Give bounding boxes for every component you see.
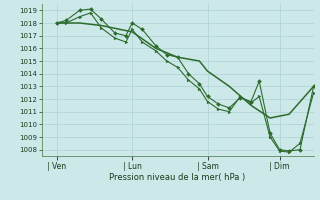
X-axis label: Pression niveau de la mer( hPa ): Pression niveau de la mer( hPa ) <box>109 173 246 182</box>
